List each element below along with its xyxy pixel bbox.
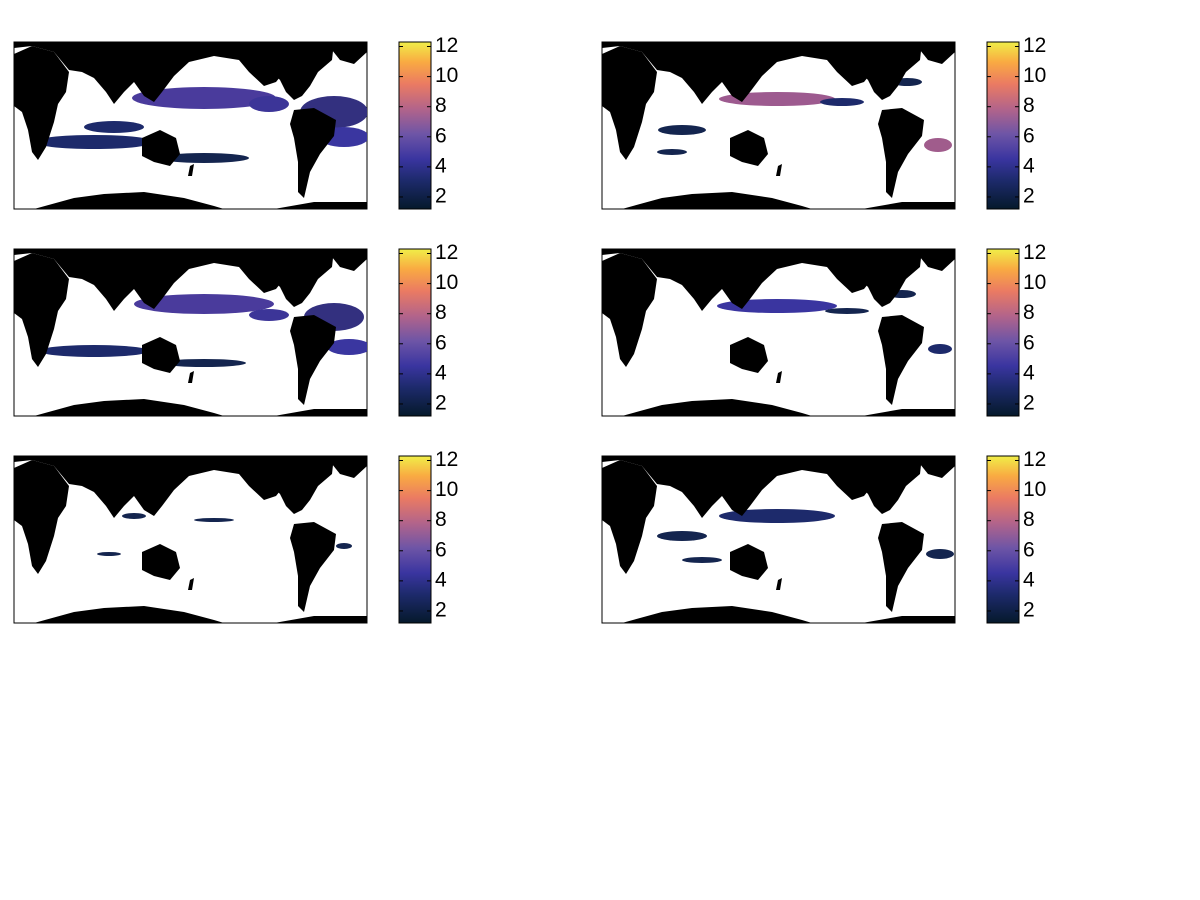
colorbar-tick-label: 4 bbox=[1023, 568, 1035, 591]
colorbar-tick-label: 8 bbox=[1023, 301, 1035, 324]
colorbar-tick-label: 2 bbox=[1023, 185, 1035, 208]
colorbar-tick-label: 10 bbox=[435, 478, 458, 501]
map-panel bbox=[13, 248, 368, 417]
colorbar-tick-label: 12 bbox=[435, 34, 458, 57]
colorbar-tick-label: 2 bbox=[1023, 599, 1035, 622]
colorbar bbox=[398, 455, 432, 624]
map-panel bbox=[13, 455, 368, 624]
colorbar-tick-label: 2 bbox=[435, 392, 447, 415]
colorbar-tick-label: 6 bbox=[1023, 331, 1035, 354]
colorbar-tick-label: 8 bbox=[1023, 94, 1035, 117]
colorbar-tick-label: 6 bbox=[435, 331, 447, 354]
colorbar-tick-label: 10 bbox=[435, 271, 458, 294]
map-panel bbox=[601, 248, 956, 417]
map-panel bbox=[13, 41, 368, 210]
colorbar-tick-label: 6 bbox=[435, 538, 447, 561]
colorbar-tick-label: 6 bbox=[1023, 538, 1035, 561]
colorbar-tick-label: 10 bbox=[1023, 478, 1046, 501]
colorbar bbox=[986, 41, 1020, 210]
colorbar-tick-label: 8 bbox=[435, 94, 447, 117]
colorbar-tick-label: 2 bbox=[435, 599, 447, 622]
colorbar-tick-label: 2 bbox=[1023, 392, 1035, 415]
colorbar-tick-label: 8 bbox=[435, 301, 447, 324]
colorbar-tick-label: 4 bbox=[435, 568, 447, 591]
colorbar-tick-label: 8 bbox=[1023, 508, 1035, 531]
colorbar-tick-label: 12 bbox=[1023, 448, 1046, 471]
colorbar-tick-label: 12 bbox=[1023, 241, 1046, 264]
colorbar-tick-label: 12 bbox=[435, 241, 458, 264]
colorbar-tick-label: 6 bbox=[435, 124, 447, 147]
colorbar-tick-label: 4 bbox=[435, 154, 447, 177]
colorbar-tick-label: 4 bbox=[1023, 361, 1035, 384]
colorbar bbox=[398, 248, 432, 417]
colorbar-tick-label: 4 bbox=[435, 361, 447, 384]
colorbar-tick-label: 8 bbox=[435, 508, 447, 531]
colorbar-tick-label: 10 bbox=[1023, 64, 1046, 87]
colorbar-tick-label: 10 bbox=[1023, 271, 1046, 294]
colorbar-tick-label: 6 bbox=[1023, 124, 1035, 147]
colorbar bbox=[398, 41, 432, 210]
colorbar bbox=[986, 455, 1020, 624]
colorbar-tick-label: 12 bbox=[435, 448, 458, 471]
colorbar-tick-label: 2 bbox=[435, 185, 447, 208]
colorbar bbox=[986, 248, 1020, 417]
colorbar-tick-label: 10 bbox=[435, 64, 458, 87]
map-panel bbox=[601, 41, 956, 210]
colorbar-tick-label: 12 bbox=[1023, 34, 1046, 57]
colorbar-tick-label: 4 bbox=[1023, 154, 1035, 177]
map-panel bbox=[601, 455, 956, 624]
